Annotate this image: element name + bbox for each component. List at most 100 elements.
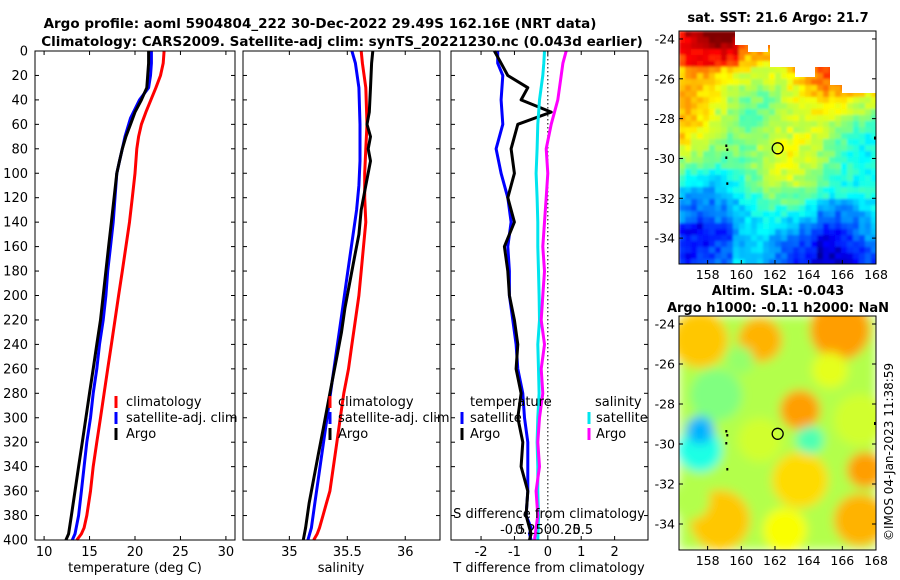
depth-tick-label: 220	[3, 313, 28, 328]
depth-tick-label: 100	[3, 167, 28, 182]
depth-tick-label: 60	[11, 118, 28, 133]
depth-tick-label: 380	[3, 509, 28, 524]
depth-axis: 0 20 40 60 80 100 120 140 160 180 200 220 240 260 280 3…	[3, 45, 28, 549]
map-lat-label: -24	[655, 31, 675, 46]
sst-map-panel: sat. SST: 21.6 Argo: 21.7 158 160 162 164 16…	[655, 11, 888, 282]
x-tick-label: 25	[172, 545, 189, 560]
depth-tick-label: 0	[20, 45, 28, 60]
map-lon-label: 166	[830, 553, 854, 568]
legend-climatology-label: climatology	[126, 395, 202, 410]
x-tick-label: 20	[127, 545, 144, 560]
map-lat-label: -30	[655, 437, 675, 452]
x-tick-label: 35.5	[333, 545, 362, 560]
series-temperature-satellite	[494, 51, 533, 541]
sst-heatmap	[679, 31, 876, 264]
legend-argo-label: Argo	[126, 427, 156, 442]
x-tick-label: 36	[397, 545, 414, 560]
map-lon-label: 168	[864, 267, 888, 282]
temperature-xlabel: temperature (deg C)	[68, 561, 202, 576]
map-lat-label: -32	[655, 477, 675, 492]
depth-tick-label: 340	[3, 460, 28, 475]
depth-tick-label: 260	[3, 362, 28, 377]
difference-axes-frame	[450, 50, 649, 541]
map-lon-label: 160	[729, 553, 753, 568]
sla-map-frame	[678, 315, 877, 551]
s-diff-tick-label: 0	[544, 523, 552, 538]
depth-tick-label: 240	[3, 338, 28, 353]
depth-tick-label: 120	[3, 191, 28, 206]
depth-tick-label: 160	[3, 240, 28, 255]
s-diff-tick-label: 0.25	[552, 523, 581, 538]
legend-s-argo-label: Argo	[596, 427, 626, 442]
legend-temperature-title: temperature	[470, 395, 552, 410]
sst-argo-location-marker	[771, 142, 784, 155]
difference-top-label: S difference from climatology	[453, 507, 645, 522]
x-tick-label: -2	[475, 545, 488, 560]
x-tick-label: 1	[577, 545, 585, 560]
salinity-legend: climatology satellite-adj. clim Argo	[328, 395, 450, 442]
s-diff-tick-label: 0.5	[573, 523, 594, 538]
map-lon-label: 162	[763, 553, 787, 568]
map-lat-label: -28	[655, 397, 675, 412]
x-tick-label: 30	[218, 545, 235, 560]
map-lon-label: 164	[797, 267, 821, 282]
x-tick-label: 10	[36, 545, 53, 560]
map-lat-label: -26	[655, 71, 675, 86]
depth-tick-label: 360	[3, 485, 28, 500]
x-tick-label: 15	[81, 545, 98, 560]
difference-legend: temperature satellite Argo salinity sate…	[460, 395, 648, 442]
map-lat-label: -24	[655, 317, 675, 332]
map-lat-label: -26	[655, 357, 675, 372]
sla-map-panel: Altim. SLA: -0.043 Argo h1000: -0.11 h20…	[655, 284, 889, 568]
sst-map-title: sat. SST: 21.6 Argo: 21.7	[687, 11, 868, 26]
x-tick-label: 2	[610, 545, 618, 560]
s-diff-tick-label: -0.5	[500, 523, 525, 538]
salinity-series	[301, 50, 375, 541]
depth-tick-label: 20	[11, 69, 28, 84]
salinity-panel: 35 35.5 36 salinity climatology satellite-…	[242, 50, 450, 576]
sla-heatmap	[679, 316, 876, 550]
depth-tick-label: 180	[3, 265, 28, 280]
depth-tick-label: 320	[3, 436, 28, 451]
salinity-xlabel: salinity	[318, 561, 365, 576]
legend-salinity-title: salinity	[595, 395, 642, 410]
map-lat-label: -34	[655, 517, 675, 532]
legend-t-argo-label: Argo	[470, 427, 500, 442]
difference-xlabel: T difference from climatology	[452, 561, 645, 576]
salinity-axes-frame	[242, 50, 441, 541]
legend-climatology-label: climatology	[338, 395, 414, 410]
series-climatology	[75, 50, 166, 541]
difference-series	[493, 50, 568, 541]
map-lat-label: -32	[655, 191, 675, 206]
depth-tick-label: 140	[3, 216, 28, 231]
series-temperature-argo	[493, 50, 553, 541]
map-lon-label: 162	[763, 267, 787, 282]
depth-tick-label: 280	[3, 387, 28, 402]
map-lat-label: -30	[655, 151, 675, 166]
map-lon-label: 160	[729, 267, 753, 282]
x-tick-label: 0	[544, 545, 552, 560]
legend-argo-label: Argo	[338, 427, 368, 442]
series-satellite-adj-clim	[306, 50, 362, 541]
depth-tick-label: 80	[11, 142, 28, 157]
legend-satellite-label: satellite-adj. clim	[338, 411, 450, 426]
legend-s-satellite-label: satellite	[596, 411, 648, 426]
legend-satellite-label: satellite-adj. clim	[126, 411, 238, 426]
series-argo	[301, 50, 375, 541]
x-tick-label: 35	[281, 545, 298, 560]
title-line-2: Climatology: CARS2009. Satellite-adj cli…	[41, 34, 643, 50]
difference-panel: -2 -1 0 1 2 S difference from climatology -0…	[450, 50, 649, 576]
map-lat-label: -28	[655, 111, 675, 126]
depth-tick-label: 400	[3, 534, 28, 549]
series-salinity-argo	[533, 50, 568, 541]
temperature-legend: climatology satellite-adj. clim Argo	[114, 395, 238, 442]
temperature-series	[64, 50, 166, 541]
temperature-panel: 10 15 20 25 30 temperature (deg C) climatolo…	[34, 50, 238, 576]
map-lon-label: 168	[864, 553, 888, 568]
depth-tick-label: 200	[3, 289, 28, 304]
legend-t-satellite-label: satellite	[470, 411, 522, 426]
series-climatology	[312, 50, 369, 541]
map-lat-label: -34	[655, 231, 675, 246]
credit-stamp: ©IMOS 04-Jan-2023 11:38:59	[882, 363, 896, 541]
sla-map-title-line-2: Argo h1000: -0.11 h2000: NaN	[667, 301, 889, 316]
